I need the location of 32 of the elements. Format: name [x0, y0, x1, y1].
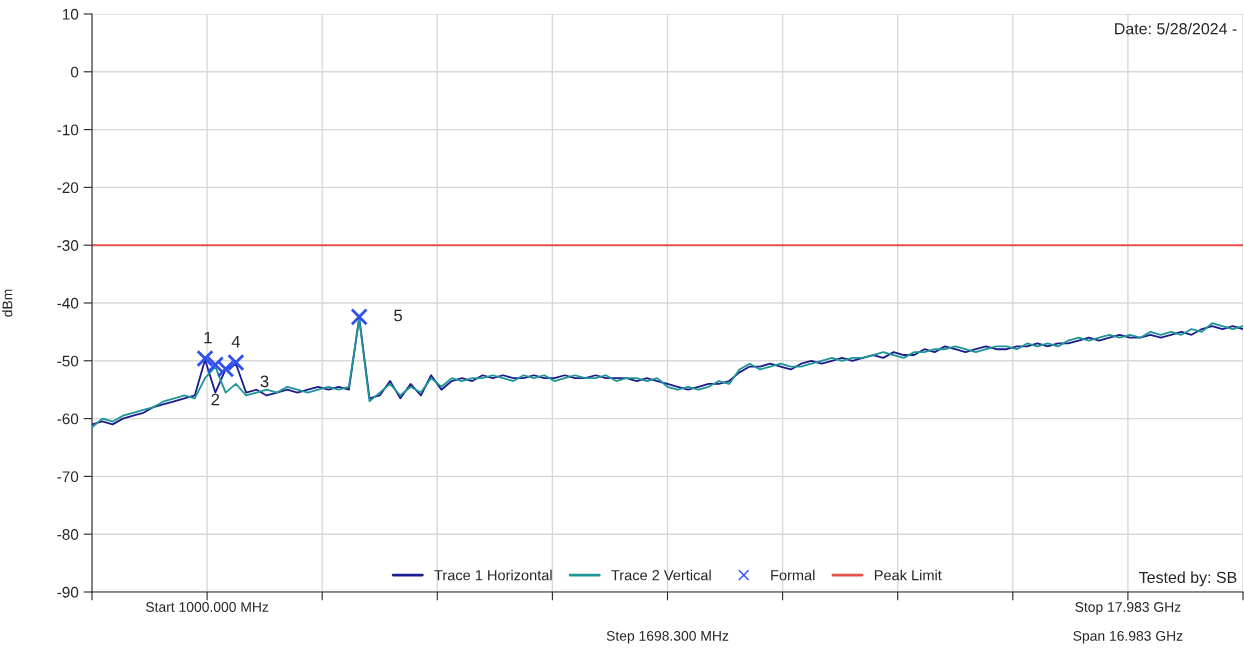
text: Start 1000.000 MHz [145, 602, 269, 612]
text: Span 16.983 GHz [1073, 630, 1183, 644]
y-tick-label: -40 [57, 297, 79, 309]
y-tick-label: -10 [57, 124, 79, 136]
point [196, 349, 214, 368]
y-tick-label: 10 [62, 8, 79, 20]
y-tick-label: -60 [57, 413, 79, 425]
y-tick-label: 0 [70, 66, 79, 78]
y-tick-label: -50 [57, 355, 79, 367]
point [206, 356, 224, 374]
y-tick-label: -70 [57, 471, 79, 483]
y-tick-label: -30 [57, 240, 79, 251]
annotation: Date: 5/28/2024 - [1115, 22, 1237, 35]
annotation: 3 [260, 375, 269, 388]
legend-label: Trace 1 Horizontal [434, 569, 552, 581]
annotation: 1 [204, 331, 212, 344]
legend-label: Peak Limit [874, 569, 942, 581]
y-axis-title: dBm [2, 289, 13, 317]
annotation: 2 [211, 393, 220, 406]
legend-label: Formal [771, 569, 815, 581]
annotation: Tested by: SB [1139, 571, 1237, 587]
text: Stop 17.983 GHz [1075, 602, 1181, 615]
y-tick-label: -80 [57, 529, 79, 540]
y-tick-label: -20 [57, 182, 79, 194]
point [350, 308, 368, 326]
text: Step 1698.300 MHz [606, 630, 729, 644]
point [216, 360, 235, 378]
point [227, 353, 245, 372]
annotation: 4 [231, 335, 241, 348]
legend-label: Trace 2 Vertical [611, 569, 711, 581]
y-tick-label: -90 [57, 586, 79, 598]
annotation: 5 [394, 309, 403, 322]
